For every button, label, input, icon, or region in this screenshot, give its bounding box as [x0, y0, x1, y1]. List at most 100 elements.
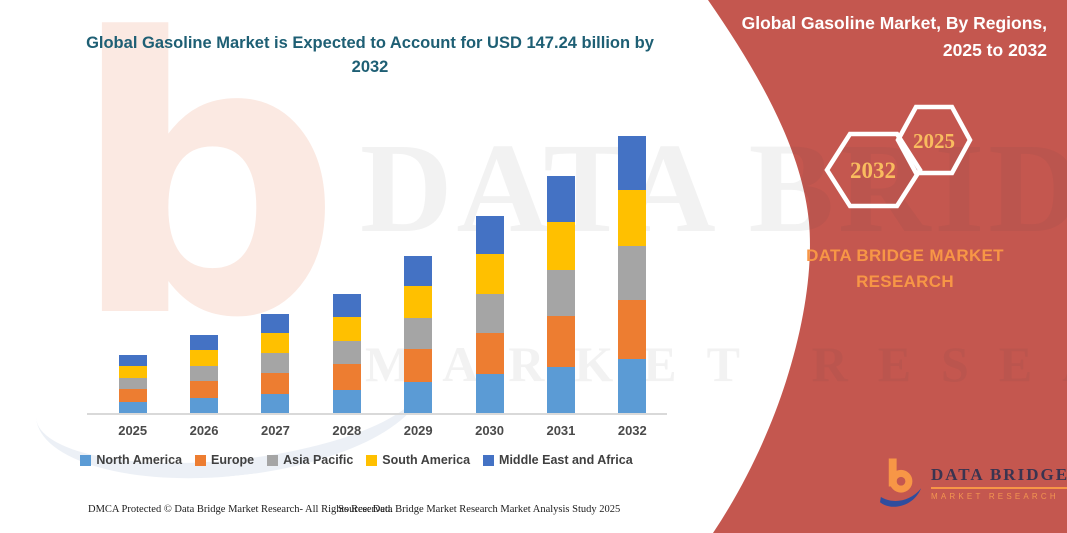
legend-swatch-north-america — [80, 454, 92, 466]
bar-segment-north-america — [618, 359, 647, 413]
legend-item-south-america: South America — [366, 453, 470, 467]
hexagon-badges: 2032 2025 — [824, 104, 973, 209]
stacked-bar-2029 — [404, 255, 433, 413]
bar-segment-south-america — [332, 317, 361, 342]
hexagon-2025-icon — [895, 104, 973, 176]
legend-swatch-middle-east-and-africa — [483, 454, 495, 466]
bar-segment-north-america — [190, 397, 219, 413]
logo-texts: DATA BRIDGE MARKET RESEARCH — [931, 465, 1067, 501]
bar-column-2026 — [168, 133, 239, 413]
stacked-bar-2027 — [261, 314, 290, 413]
bar-segment-asia-pacific — [546, 270, 575, 317]
bar-segment-south-america — [190, 350, 219, 366]
bar-segment-north-america — [332, 389, 361, 413]
legend-item-asia-pacific: Asia Pacific — [267, 453, 353, 467]
bar-segment-middle-east-and-africa — [332, 294, 361, 318]
legend-label-north-america: North America — [96, 453, 183, 467]
footer-copyright: DMCA Protected © Data Bridge Market Rese… — [88, 504, 393, 515]
legend-item-europe: Europe — [195, 453, 254, 467]
stacked-bar-2028 — [332, 294, 361, 413]
stacked-bar-2032 — [618, 136, 647, 413]
banner-brand-text: DATA BRIDGE MARKET RESEARCH — [806, 246, 1004, 291]
bar-column-2025 — [97, 133, 168, 413]
bar-segment-europe — [190, 381, 219, 398]
bar-segment-europe — [475, 332, 504, 375]
bar-segment-asia-pacific — [475, 293, 504, 333]
bar-segment-middle-east-and-africa — [475, 215, 504, 255]
bar-segment-asia-pacific — [190, 365, 219, 382]
stacked-bar-2031 — [546, 176, 575, 413]
x-axis-line — [87, 413, 667, 415]
bar-segment-middle-east-and-africa — [546, 176, 575, 223]
bar-segment-south-america — [546, 222, 575, 271]
legend-label-south-america: South America — [382, 453, 471, 467]
footer-source: Source: Data Bridge Market Research Mark… — [338, 504, 621, 515]
legend-item-north-america: North America — [80, 453, 182, 467]
bar-segment-europe — [618, 299, 647, 360]
hexagon-2025-label: 2025 — [913, 129, 955, 153]
legend-swatch-asia-pacific — [267, 454, 279, 466]
plot-area — [97, 133, 668, 413]
banner-shape — [708, 0, 1067, 533]
bar-segment-europe — [546, 316, 575, 367]
banner-title: Global Gasoline Market, By Regions, 2025… — [741, 13, 1047, 61]
bar-segment-asia-pacific — [618, 245, 647, 300]
logo-name: DATA BRIDGE — [931, 465, 1067, 489]
bar-segment-europe — [332, 364, 361, 390]
stacked-bar-2026 — [190, 335, 219, 413]
bar-column-2032 — [597, 133, 668, 413]
x-axis-labels: 2025 2026 2027 2028 2029 2030 2031 2032 — [97, 423, 668, 438]
bar-segment-asia-pacific — [332, 341, 361, 365]
bar-segment-south-america — [618, 190, 647, 246]
x-axis-label-2026: 2026 — [189, 423, 219, 438]
bar-segment-south-america — [118, 366, 147, 379]
bar-segment-south-america — [404, 286, 433, 319]
bar-segment-europe — [118, 389, 147, 402]
data-bridge-logo-icon — [880, 458, 922, 507]
data-bridge-logo: DATA BRIDGE MARKET RESEARCH — [880, 458, 1067, 508]
bar-segment-asia-pacific — [404, 318, 433, 349]
bar-column-2028 — [311, 133, 382, 413]
bar-column-2029 — [383, 133, 454, 413]
legend-swatch-europe — [195, 454, 207, 466]
bar-segment-europe — [404, 348, 433, 383]
chart-title: Global Gasoline Market is Expected to Ac… — [86, 34, 654, 76]
bar-segment-middle-east-and-africa — [618, 136, 647, 191]
banner-background — [708, 0, 1067, 533]
hexagon-2032-label: 2032 — [850, 158, 896, 183]
x-axis-label-2032: 2032 — [617, 423, 647, 438]
bar-segment-middle-east-and-africa — [261, 314, 290, 334]
x-axis-label-2030: 2030 — [475, 423, 505, 438]
bar-segment-north-america — [261, 393, 290, 413]
x-axis-label-2025: 2025 — [118, 423, 148, 438]
legend: North America Europe Asia Pacific South Ame… — [80, 453, 633, 467]
bar-segment-asia-pacific — [118, 378, 147, 390]
legend-item-middle-east-and-africa: Middle East and Africa — [483, 453, 633, 467]
bar-column-2030 — [454, 133, 525, 413]
bar-segment-south-america — [475, 254, 504, 294]
legend-swatch-south-america — [366, 454, 378, 466]
logo-subtext: MARKET RESEARCH — [931, 492, 1059, 501]
bar-column-2031 — [525, 133, 596, 413]
bar-segment-middle-east-and-africa — [118, 355, 147, 367]
bar-column-2027 — [240, 133, 311, 413]
bar-segment-north-america — [475, 374, 504, 413]
legend-label-middle-east-and-africa: Middle East and Africa — [499, 453, 633, 467]
bar-segment-north-america — [118, 401, 147, 413]
bar-segment-north-america — [546, 366, 575, 413]
stacked-bar-2025 — [118, 355, 147, 413]
watermark-b-logo-icon: b — [70, 0, 343, 401]
x-axis-label-2031: 2031 — [546, 423, 576, 438]
bar-segment-south-america — [261, 333, 290, 354]
x-axis-label-2029: 2029 — [403, 423, 433, 438]
bar-segment-middle-east-and-africa — [190, 335, 219, 351]
bar-segment-north-america — [404, 382, 433, 413]
legend-label-asia-pacific: Asia Pacific — [283, 453, 354, 467]
hexagon-2032-icon — [824, 131, 923, 209]
x-axis-label-2027: 2027 — [260, 423, 290, 438]
legend-label-europe: Europe — [211, 453, 255, 467]
x-axis-label-2028: 2028 — [332, 423, 362, 438]
bar-segment-asia-pacific — [261, 353, 290, 373]
bar-segment-europe — [261, 372, 290, 394]
